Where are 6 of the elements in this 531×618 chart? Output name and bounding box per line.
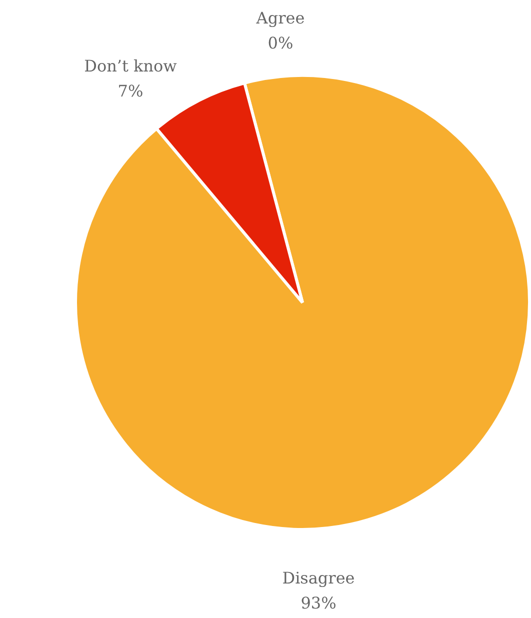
text: 0%	[268, 33, 294, 52]
slice-label: Don’t know	[84, 56, 178, 76]
data-label: 7%	[118, 81, 144, 100]
data-label: 93%	[300, 593, 336, 612]
slice-label: Disagree	[282, 568, 355, 588]
category-label: Agree	[256, 8, 305, 28]
